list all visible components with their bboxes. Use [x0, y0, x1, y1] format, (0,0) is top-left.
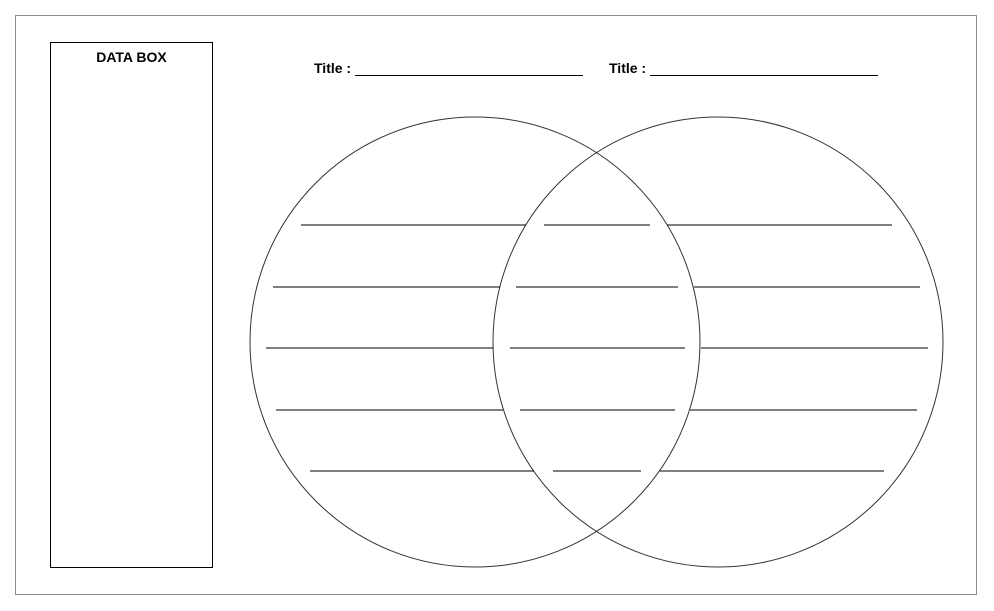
data-box[interactable]: DATA BOX [50, 42, 213, 568]
title-label-right: Title : [609, 60, 647, 76]
title-field-left[interactable]: Title : [314, 60, 584, 76]
title-field-right[interactable]: Title : [609, 60, 879, 76]
worksheet-frame [15, 15, 977, 595]
title-blank-right[interactable] [650, 62, 879, 76]
data-box-title: DATA BOX [96, 49, 167, 65]
title-label-left: Title : [314, 60, 352, 76]
right-circle [492, 116, 944, 568]
title-blank-left[interactable] [355, 62, 584, 76]
left-circle [249, 116, 701, 568]
